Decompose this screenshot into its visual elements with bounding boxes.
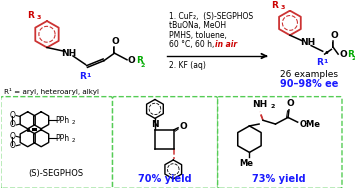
Text: O: O <box>9 121 15 129</box>
Text: O: O <box>9 111 15 120</box>
Text: 1. CuF₂,  (S)-SEGPHOS: 1. CuF₂, (S)-SEGPHOS <box>169 12 253 21</box>
Text: tBuONa, MeOH: tBuONa, MeOH <box>169 21 226 30</box>
Text: 26 examples: 26 examples <box>280 70 338 79</box>
Text: PPh: PPh <box>56 134 70 143</box>
Text: R: R <box>79 72 86 81</box>
Text: O: O <box>128 56 136 65</box>
Text: 1: 1 <box>87 73 91 78</box>
Text: 60 °C, 60 h,: 60 °C, 60 h, <box>169 40 217 49</box>
Text: O: O <box>331 31 338 40</box>
Text: O: O <box>111 37 119 46</box>
Text: R: R <box>28 11 34 20</box>
Text: PMHS, toluene,: PMHS, toluene, <box>169 31 227 40</box>
Text: in air: in air <box>215 40 237 49</box>
FancyBboxPatch shape <box>218 97 342 188</box>
Text: OMe: OMe <box>300 120 321 129</box>
Text: 2: 2 <box>141 63 145 68</box>
Text: O: O <box>9 132 15 141</box>
Text: O: O <box>339 50 347 59</box>
Text: R: R <box>347 50 354 59</box>
Text: 2: 2 <box>352 56 355 61</box>
Text: R: R <box>272 1 278 10</box>
Text: Me: Me <box>240 159 253 168</box>
Text: NH: NH <box>61 49 77 58</box>
Text: •: • <box>324 48 329 58</box>
Text: R¹ = aryl, heteroaryl, alkyl: R¹ = aryl, heteroaryl, alkyl <box>4 88 99 95</box>
Text: 1: 1 <box>324 59 328 64</box>
Text: PPh: PPh <box>56 116 70 125</box>
Text: 3: 3 <box>36 15 41 20</box>
Text: R: R <box>316 58 323 67</box>
Text: 2: 2 <box>271 104 275 109</box>
Text: (S)-SEGPHOS: (S)-SEGPHOS <box>28 169 83 178</box>
Text: NH: NH <box>252 100 268 109</box>
Text: O: O <box>9 141 15 150</box>
Text: 73% yield: 73% yield <box>252 174 305 184</box>
Text: 90–98% ee: 90–98% ee <box>280 79 338 89</box>
Text: R: R <box>136 56 143 65</box>
Text: 2: 2 <box>72 120 76 125</box>
Text: NH: NH <box>300 38 315 47</box>
Text: O: O <box>286 99 294 108</box>
Text: 3: 3 <box>280 5 285 10</box>
Text: 70% yield: 70% yield <box>138 174 191 184</box>
Text: N: N <box>151 120 159 129</box>
FancyBboxPatch shape <box>113 97 218 188</box>
Text: 2: 2 <box>72 138 76 143</box>
Text: 2. KF (aq): 2. KF (aq) <box>169 61 206 70</box>
FancyBboxPatch shape <box>1 97 113 188</box>
Text: O: O <box>179 122 187 131</box>
